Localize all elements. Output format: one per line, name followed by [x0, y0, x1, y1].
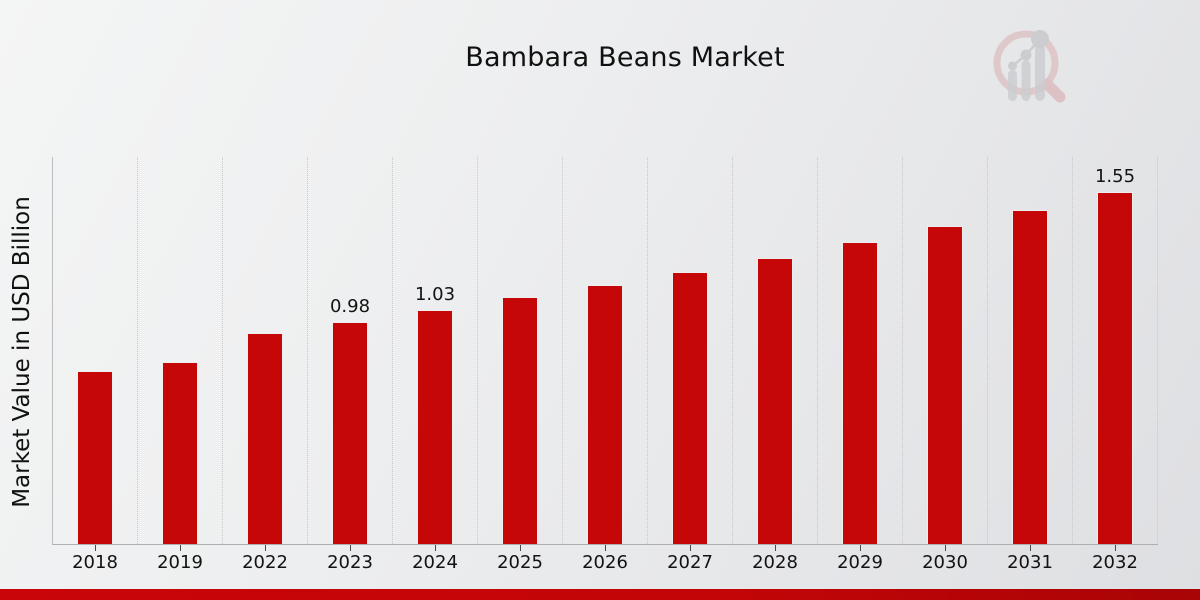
- chart-title: Bambara Beans Market: [465, 42, 785, 73]
- bar-slot-2019: 2019: [138, 157, 223, 573]
- plot-area: 2018 2019 2022 0.98 2023 1.03 2024 2025 2026 2027…: [52, 157, 1158, 573]
- magnifier-ring-icon: [993, 30, 1059, 96]
- bar-value-label-2024: 1.03: [414, 284, 456, 305]
- bar-2029: [842, 242, 878, 544]
- x-axis-tick: [945, 545, 946, 551]
- growth-dots-icon: [1008, 30, 1049, 71]
- bar-slot-2026: 2026: [563, 157, 648, 573]
- x-axis-tick: [605, 545, 606, 551]
- bar-2023: [332, 322, 368, 544]
- x-axis-tick: [1030, 545, 1031, 551]
- bar-2024: [417, 310, 453, 544]
- bar-slot-2031: 2031: [988, 157, 1073, 573]
- bar-2031: [1012, 210, 1048, 544]
- x-axis-tick: [1115, 545, 1116, 551]
- bar-slot-2030: 2030: [903, 157, 988, 573]
- bar-value-label-2032: 1.55: [1094, 166, 1136, 187]
- x-tick-label-2019: 2019: [157, 552, 203, 573]
- bar-slot-2032: 1.55 2032: [1073, 157, 1158, 573]
- x-tick-label-2018: 2018: [72, 552, 118, 573]
- x-tick-label-2030: 2030: [922, 552, 968, 573]
- x-tick-label-2025: 2025: [497, 552, 543, 573]
- bar-2027: [672, 272, 708, 544]
- x-axis-tick: [435, 545, 436, 551]
- mrfr-logo-watermark-icon: [993, 30, 1066, 103]
- y-axis-label: Market Value in USD Billion: [9, 196, 35, 508]
- x-axis-tick: [350, 545, 351, 551]
- bar-2032: [1097, 192, 1133, 544]
- x-tick-label-2028: 2028: [752, 552, 798, 573]
- bar-slot-2024: 1.03 2024: [393, 157, 478, 573]
- x-tick-label-2027: 2027: [667, 552, 713, 573]
- x-tick-label-2023: 2023: [327, 552, 373, 573]
- bar-slot-2029: 2029: [818, 157, 903, 573]
- x-axis-tick: [95, 545, 96, 551]
- bar-slot-2025: 2025: [478, 157, 563, 573]
- bar-2028: [757, 258, 793, 544]
- x-axis-tick: [180, 545, 181, 551]
- x-axis-tick: [690, 545, 691, 551]
- bar-2018: [77, 371, 113, 544]
- bar-2022: [247, 333, 283, 544]
- growth-bars-icon: [1008, 44, 1045, 101]
- bar-2025: [502, 297, 538, 544]
- bar-2026: [587, 285, 623, 544]
- x-axis-tick: [860, 545, 861, 551]
- bar-slot-2027: 2027: [648, 157, 733, 573]
- x-tick-label-2026: 2026: [582, 552, 628, 573]
- x-tick-label-2024: 2024: [412, 552, 458, 573]
- bar-slot-2023: 0.98 2023: [308, 157, 393, 573]
- x-tick-label-2022: 2022: [242, 552, 288, 573]
- bar-value-label-2023: 0.98: [329, 296, 371, 317]
- x-axis-tick: [265, 545, 266, 551]
- bar-2019: [162, 362, 198, 544]
- bar-slot-2028: 2028: [733, 157, 818, 573]
- x-tick-label-2032: 2032: [1092, 552, 1138, 573]
- bar-slot-2018: 2018: [53, 157, 138, 573]
- bar-slot-2022: 2022: [223, 157, 308, 573]
- x-axis-tick: [520, 545, 521, 551]
- footer-accent-band: [0, 589, 1200, 600]
- x-tick-label-2031: 2031: [1007, 552, 1053, 573]
- magnifier-handle-icon: [1041, 78, 1066, 103]
- bar-2030: [927, 226, 963, 544]
- x-axis-tick: [775, 545, 776, 551]
- x-tick-label-2029: 2029: [837, 552, 883, 573]
